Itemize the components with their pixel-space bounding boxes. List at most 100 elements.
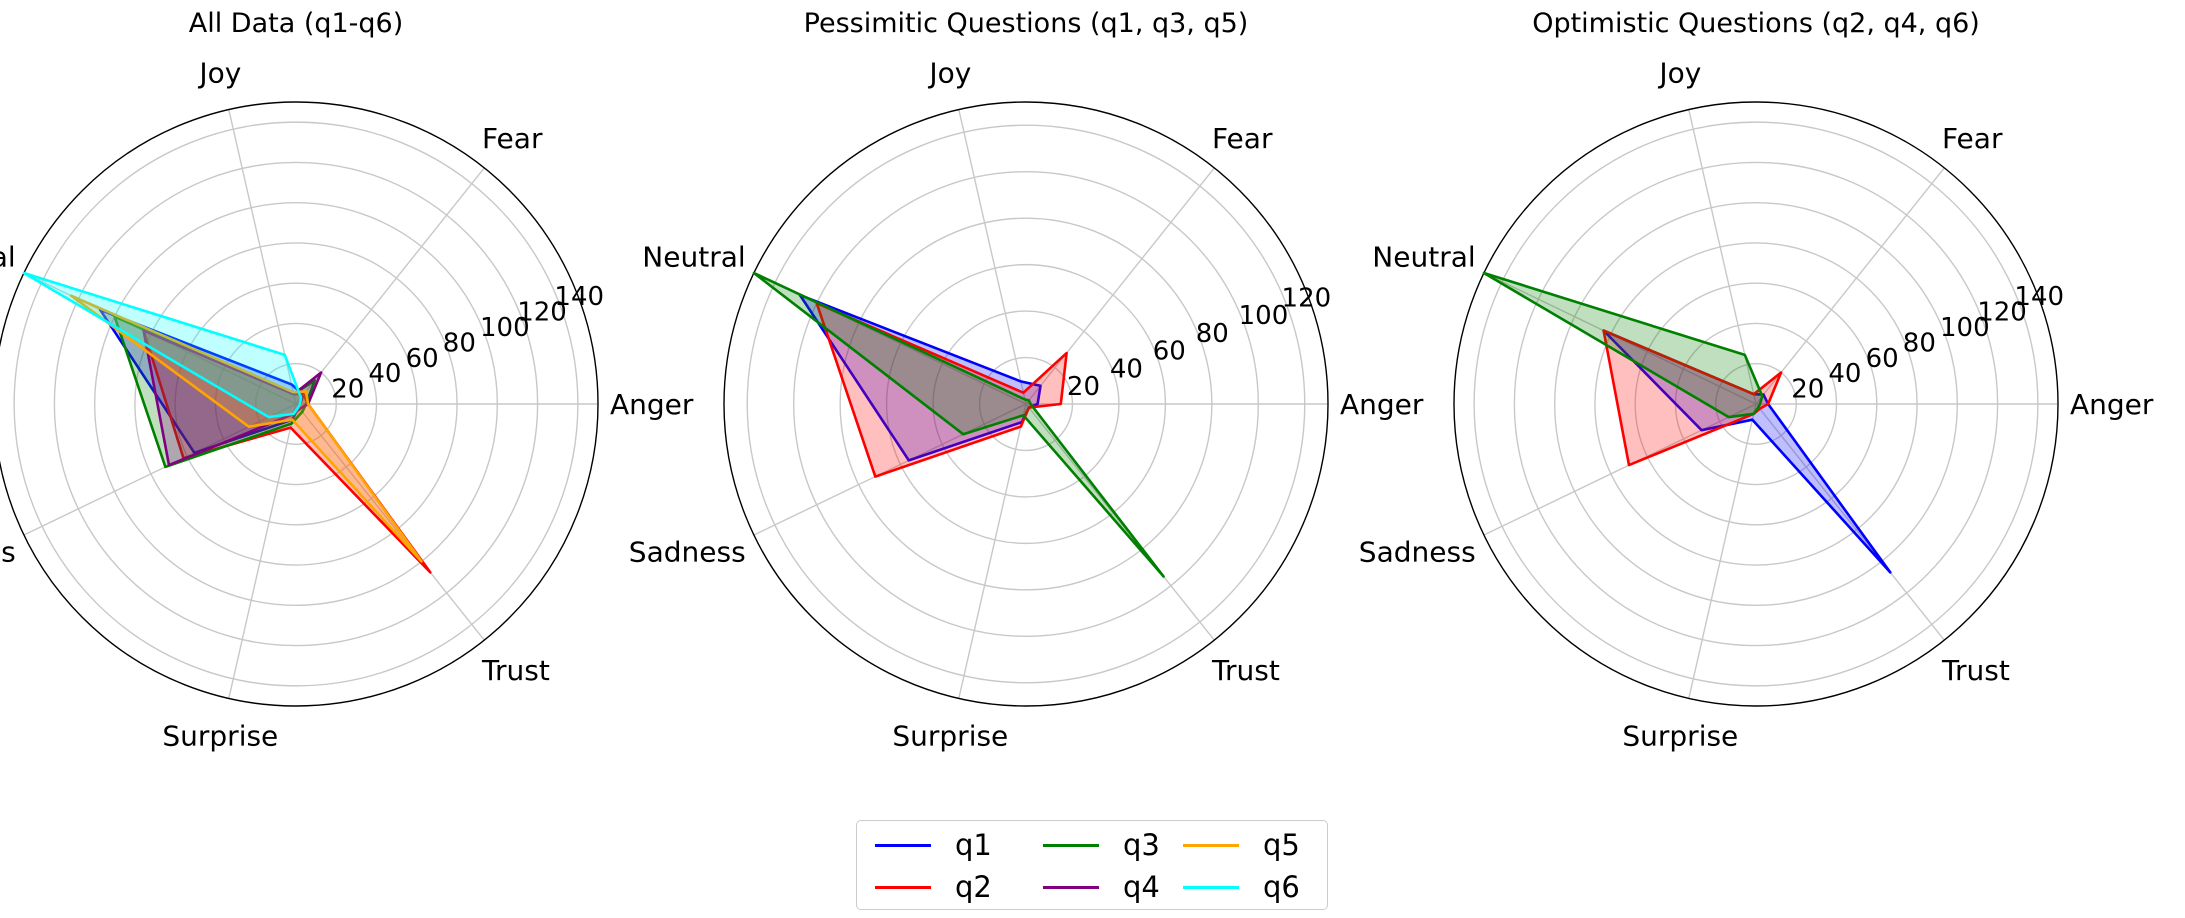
axis-label-sadness: Sadness <box>1359 536 1476 569</box>
legend-label-q3: q3 <box>1123 828 1160 862</box>
panel-title: Pessimitic Questions (q1, q3, q5) <box>804 8 1249 39</box>
legend-label-q6: q6 <box>1263 870 1300 904</box>
legend-label-q2: q2 <box>955 870 992 904</box>
outer-frame <box>723 101 1329 707</box>
legend-item-q3: q3 <box>1043 825 1160 865</box>
radial-tick-label: 20 <box>1791 375 1824 405</box>
axis-label-fear: Fear <box>482 122 543 155</box>
outer-frame <box>0 101 599 707</box>
legend-swatch-q1 <box>875 843 931 847</box>
radial-tick-label: 120 <box>1282 283 1332 313</box>
legend-label-q4: q4 <box>1123 870 1160 904</box>
series-line-q2 <box>142 329 432 574</box>
radial-tick-label: 60 <box>1866 344 1899 374</box>
legend-item-q1: q1 <box>875 825 992 865</box>
series-fill-q1 <box>1603 330 1891 573</box>
legend-item-q2: q2 <box>875 867 992 907</box>
series-fill-q6 <box>23 273 302 418</box>
series-fill-q3 <box>753 273 1164 577</box>
panel-title: All Data (q1-q6) <box>189 8 404 39</box>
legend-item-q6: q6 <box>1183 867 1300 907</box>
axis-label-surprise: Surprise <box>892 719 1008 752</box>
legend-label-q5: q5 <box>1263 828 1300 862</box>
series-line-q5 <box>69 294 423 563</box>
axis-label-trust: Trust <box>481 654 550 687</box>
radial-tick-label: 140 <box>2014 282 2064 312</box>
legend-swatch-q4 <box>1043 885 1099 889</box>
axis-spoke <box>1025 167 1215 405</box>
radial-tick-label: 140 <box>554 282 604 312</box>
axis-label-fear: Fear <box>1212 122 1273 155</box>
series-line-q2 <box>1602 329 1783 467</box>
radar-panel-pessimistic: Pessimitic Questions (q1, q3, q5) 20 40 60 8… <box>629 8 1424 752</box>
axis-label-sadness: Sadness <box>629 536 746 569</box>
axis-label-surprise: Surprise <box>162 719 278 752</box>
radial-tick-label: 20 <box>1067 372 1100 402</box>
radial-tick-label: 80 <box>443 328 476 358</box>
legend-item-q5: q5 <box>1183 825 1300 865</box>
axis-label-anger: Anger <box>1340 388 1424 421</box>
axis-label-surprise: Surprise <box>1622 719 1738 752</box>
axis-label-sadness: Sadness <box>0 536 16 569</box>
axis-spoke <box>295 403 485 641</box>
series-line-q4 <box>142 329 323 467</box>
axis-label-joy: Joy <box>197 57 241 90</box>
legend-swatch-q5 <box>1183 843 1239 847</box>
radar-panel-optimistic: Optimistic Questions (q2, q4, q6) 2040608… <box>1359 8 2154 752</box>
axis-label-neutral: Neutral <box>642 240 745 273</box>
axis-label-neutral: Neutral <box>1372 240 1475 273</box>
radial-tick-label: 120 <box>1977 298 2027 328</box>
radial-tick-label: 20 <box>331 375 364 405</box>
radial-tick-label: 40 <box>1828 359 1861 389</box>
radial-tick-label: 40 <box>368 359 401 389</box>
axis-spoke <box>958 109 1027 405</box>
axis-label-anger: Anger <box>610 388 694 421</box>
legend-label-q1: q1 <box>955 828 992 862</box>
series-line-q3 <box>1482 271 1764 419</box>
series-fill-q3 <box>114 316 315 467</box>
axis-spoke <box>228 403 297 699</box>
series-line-q2 <box>815 301 1068 478</box>
axis-spoke <box>958 403 1027 699</box>
panel-title: Optimistic Questions (q2, q4, q6) <box>1532 8 1980 39</box>
axis-label-joy: Joy <box>1657 57 1701 90</box>
series-line-q3 <box>752 271 1165 578</box>
axis-spoke <box>1755 167 1945 405</box>
outer-frame <box>1453 101 2059 707</box>
radial-tick-label: 80 <box>1196 319 1229 349</box>
series-fill-q2 <box>1603 330 1782 466</box>
legend-swatch-q6 <box>1183 885 1239 889</box>
axis-label-anger: Anger <box>2070 388 2154 421</box>
legend-item-q4: q4 <box>1043 867 1160 907</box>
series-fill-q2 <box>143 330 431 573</box>
radial-tick-label: 100 <box>1239 301 1289 331</box>
series-fill-q4 <box>143 330 322 466</box>
radial-tick-label: 80 <box>1903 328 1936 358</box>
axis-spoke <box>1483 403 1757 536</box>
series-line-q6 <box>22 271 303 419</box>
series-fill-q1 <box>100 309 304 453</box>
radial-tick-label: 60 <box>406 344 439 374</box>
radial-tick-label: 100 <box>480 313 530 343</box>
axis-label-trust: Trust <box>1211 654 1280 687</box>
legend-swatch-q2 <box>875 885 931 889</box>
series-line-q3 <box>113 315 317 469</box>
axis-spoke <box>1755 403 1945 641</box>
series-fill-q1 <box>800 295 1041 461</box>
axis-spoke <box>753 403 1027 536</box>
series-fill-q2 <box>816 303 1067 477</box>
axis-label-neutral: Neutral <box>0 240 16 273</box>
axis-label-fear: Fear <box>1942 122 2003 155</box>
axis-spoke <box>295 167 485 405</box>
axis-spoke <box>1688 403 1757 699</box>
axis-label-joy: Joy <box>927 57 971 90</box>
radial-tick-label: 120 <box>517 298 567 328</box>
radial-tick-label: 60 <box>1153 337 1186 367</box>
legend: q1 q2 q3 q4 q5 q6 <box>856 820 1328 910</box>
legend-swatch-q3 <box>1043 843 1099 847</box>
radial-tick-label: 100 <box>1940 313 1990 343</box>
series-fill-q3 <box>1483 273 1763 418</box>
axis-label-trust: Trust <box>1941 654 2010 687</box>
